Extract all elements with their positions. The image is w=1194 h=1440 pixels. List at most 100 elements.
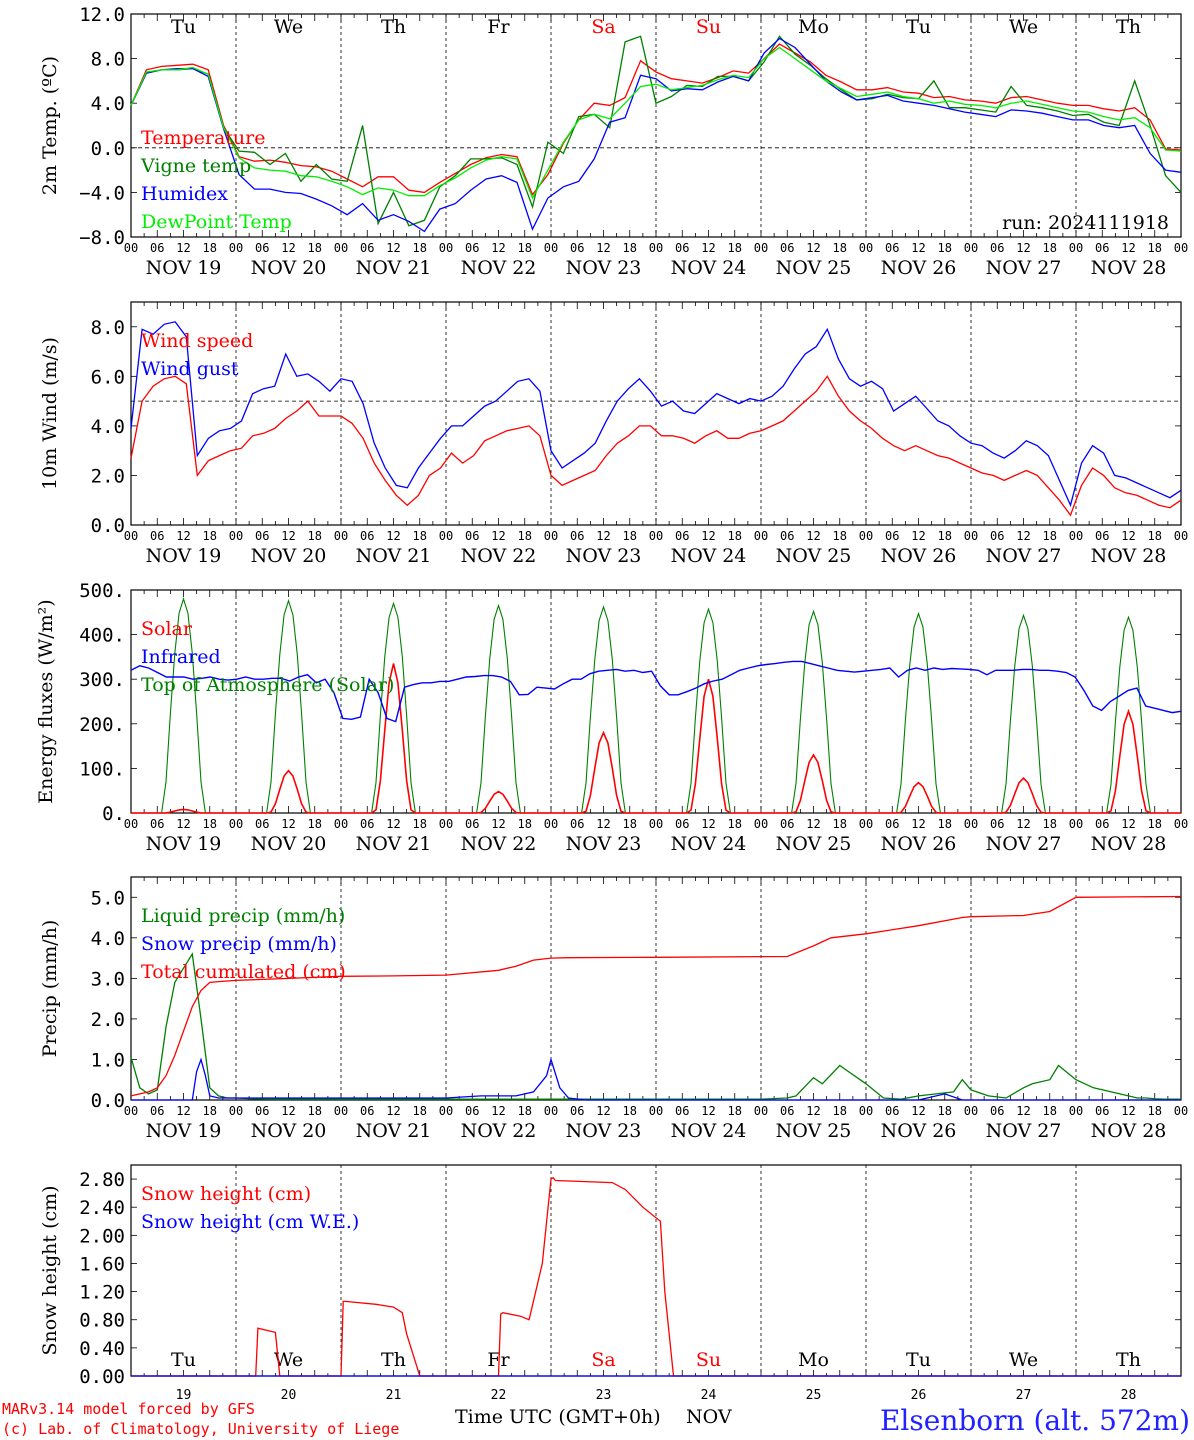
hour-tick-label: 18 <box>728 529 742 543</box>
day-number-label: 19 <box>176 1388 192 1403</box>
hour-tick-label: 06 <box>780 1104 794 1118</box>
station-name: Elsenborn (alt. 572m) <box>880 1404 1190 1437</box>
panel-3: 00 06 12 18 00 06 12 18 00 06 12 18 00 06 12 18 00 06 12 18… <box>35 580 1188 855</box>
hour-tick-label: 00 <box>124 529 138 543</box>
hour-tick-label: 00 <box>544 529 558 543</box>
hour-tick-label: 00 <box>964 1104 978 1118</box>
hour-tick-label: 18 <box>203 1104 217 1118</box>
hour-tick-label: 12 <box>701 817 715 831</box>
hour-tick-label: 00 <box>964 817 978 831</box>
hour-tick-label: 06 <box>1095 1104 1109 1118</box>
hour-tick-label: 00 <box>964 241 978 255</box>
hour-tick-label: 12 <box>806 529 820 543</box>
hour-tick-label: 12 <box>806 241 820 255</box>
hour-tick-label: 18 <box>1148 241 1162 255</box>
date-label: NOV 22 <box>461 833 537 855</box>
hour-tick-label: 12 <box>1016 1104 1030 1118</box>
date-label: NOV 27 <box>986 257 1062 279</box>
date-label: NOV 20 <box>251 833 327 855</box>
legend-humidex: Humidex <box>141 183 228 205</box>
date-label: NOV 28 <box>1091 833 1167 855</box>
hour-tick-label: 18 <box>413 241 427 255</box>
hour-tick-label: 00 <box>544 817 558 831</box>
date-label: NOV 27 <box>986 833 1062 855</box>
hour-tick-label: 06 <box>150 529 164 543</box>
hour-tick-label: 12 <box>491 817 505 831</box>
hour-tick-label: 00 <box>439 529 453 543</box>
hour-tick-label: 18 <box>938 817 952 831</box>
legend-dewpoint-temp: DewPoint Temp <box>141 211 292 233</box>
hour-tick-label: 00 <box>1069 1104 1083 1118</box>
date-label: NOV 23 <box>566 545 642 567</box>
hour-tick-label: 12 <box>911 241 925 255</box>
hour-tick-label: 00 <box>649 817 663 831</box>
panels: 00 06 12 18 00 06 12 18 00 06 12 18 00 06 12 18 00 06 12 18… <box>35 4 1188 1403</box>
hour-tick-label: 06 <box>675 1104 689 1118</box>
hour-tick-label: 00 <box>334 817 348 831</box>
hour-tick-label: 12 <box>1121 241 1135 255</box>
hour-tick-label: 12 <box>386 817 400 831</box>
hour-tick-label: 12 <box>491 1104 505 1118</box>
legend-total-cumulated-cm-: Total cumulated (cm) <box>141 961 346 983</box>
weekday-label: Sa <box>591 16 615 38</box>
y-tick-label: 0.80 <box>79 1310 125 1332</box>
hour-tick-label: 18 <box>203 817 217 831</box>
series-line-humidex <box>130 37 1182 233</box>
hour-tick-label: 12 <box>176 1104 190 1118</box>
date-label: NOV 23 <box>566 833 642 855</box>
day-number-label: 22 <box>491 1388 507 1403</box>
hour-tick-label: 00 <box>859 1104 873 1118</box>
hour-tick-label: 12 <box>596 1104 610 1118</box>
date-label: NOV 27 <box>986 545 1062 567</box>
legend-vigne-temp: Vigne temp <box>140 155 251 177</box>
hour-tick-label: 06 <box>1095 241 1109 255</box>
hour-tick-label: 00 <box>439 817 453 831</box>
hour-tick-label: 00 <box>859 241 873 255</box>
weekday-label: Fr <box>487 16 510 38</box>
hour-tick-label: 12 <box>491 529 505 543</box>
hour-tick-label: 18 <box>413 817 427 831</box>
y-tick-label: 300. <box>79 669 125 691</box>
hour-tick-label: 12 <box>281 529 295 543</box>
hour-tick-label: 12 <box>1016 529 1030 543</box>
hour-tick-label: 12 <box>491 241 505 255</box>
y-tick-label: 0.0 <box>91 1090 125 1112</box>
y-tick-label: 2.0 <box>91 465 125 487</box>
hour-tick-label: 18 <box>518 241 532 255</box>
date-label: NOV 22 <box>461 257 537 279</box>
hour-tick-label: 12 <box>386 1104 400 1118</box>
run-annotation: run: 2024111918 <box>1002 212 1169 234</box>
hour-tick-label: 00 <box>859 529 873 543</box>
y-axis-label: 10m Wind (m/s) <box>39 337 61 490</box>
date-label: NOV 22 <box>461 1120 537 1142</box>
hour-tick-label: 00 <box>754 817 768 831</box>
hour-tick-label: 18 <box>728 241 742 255</box>
hour-tick-label: 06 <box>465 817 479 831</box>
hour-tick-label: 18 <box>1148 529 1162 543</box>
date-label: NOV 26 <box>881 1120 957 1142</box>
date-label: NOV 26 <box>881 545 957 567</box>
panel-1: 00 06 12 18 00 06 12 18 00 06 12 18 00 06 12 18 00 06 12 18… <box>39 4 1188 279</box>
weekday-label: Mo <box>798 16 829 38</box>
hour-tick-label: 18 <box>1043 241 1057 255</box>
y-tick-label: 1.0 <box>91 1049 125 1071</box>
hour-tick-label: 18 <box>518 817 532 831</box>
day-number-label: 21 <box>386 1388 402 1403</box>
date-label: NOV 25 <box>776 833 852 855</box>
weekday-label: Mo <box>798 1349 829 1371</box>
hour-tick-label: 06 <box>990 817 1004 831</box>
hour-tick-label: 00 <box>439 1104 453 1118</box>
hour-tick-label: 06 <box>570 529 584 543</box>
hour-tick-label: 12 <box>176 529 190 543</box>
y-tick-label: 500. <box>79 580 125 602</box>
legend-snow-height-cm-w-e-: Snow height (cm W.E.) <box>141 1211 359 1233</box>
weekday-label: We <box>1009 1349 1038 1371</box>
hour-tick-label: 06 <box>255 241 269 255</box>
hour-tick-label: 12 <box>1121 817 1135 831</box>
legend-infrared: Infrared <box>141 646 221 668</box>
y-tick-label: 200. <box>79 714 125 736</box>
hour-tick-label: 18 <box>833 529 847 543</box>
y-tick-label: 2.40 <box>79 1197 125 1219</box>
date-label: NOV 24 <box>671 1120 747 1142</box>
hour-tick-label: 12 <box>596 817 610 831</box>
